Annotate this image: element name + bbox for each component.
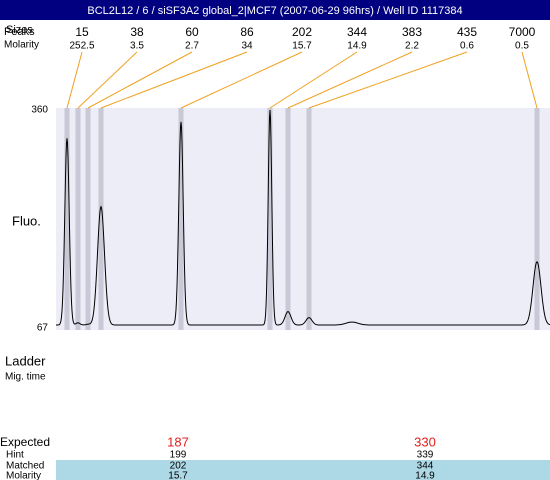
peak-band [178,108,184,330]
peak-size: 86 [240,25,254,39]
peak-size: 435 [457,25,477,39]
y-tick-label: 360 [31,105,48,116]
peak-leader [100,51,248,109]
peak-band [534,108,540,330]
peak-band [306,108,312,330]
peaks-label: Peaks [4,26,35,38]
peak-band [85,108,91,330]
ladder-label: Ladder [5,353,46,368]
matched-rows-bg [56,460,550,480]
peak-leader [180,51,303,109]
peak-size: 60 [185,25,199,39]
peak-size: 383 [402,25,422,39]
y-axis-label: Fluo. [12,213,41,228]
peak-size: 7000 [509,25,536,39]
peak-band [98,108,104,330]
table-cell: 339 [417,450,434,461]
peak-size: 15 [75,25,89,39]
peak-molarity: 2.2 [405,41,419,52]
table-cell: 187 [167,434,189,449]
peak-leader [308,51,468,109]
molarity-label: Molarity [4,40,39,51]
table-cell: 14.9 [415,471,435,480]
peak-leader [287,51,413,109]
table-cell: 202 [170,461,187,472]
table-cell: 344 [417,461,434,472]
peak-size: 38 [130,25,144,39]
peak-band [75,108,81,330]
table-cell: 15.7 [168,471,188,480]
y-tick-label: 67 [37,323,49,334]
peak-band [267,108,273,330]
peak-size: 344 [347,25,367,39]
peak-molarity: 0.6 [460,41,474,52]
peak-leader [77,51,138,109]
peak-molarity: 15.7 [292,41,312,52]
header-bar [0,0,550,20]
peak-molarity: 14.9 [347,41,367,52]
peak-molarity: 3.5 [130,41,144,52]
table-row-label: Molarity [6,471,41,480]
table-cell: 199 [170,450,187,461]
table-row-label: Expected [0,435,50,449]
peak-leader [269,51,358,109]
table-row-label: Hint [6,450,24,461]
peak-molarity: 252.5 [69,41,94,52]
peak-band [64,108,70,330]
peak-molarity: 34 [241,41,253,52]
table-row-label: Matched [6,461,44,472]
sizes-label: Sizes [6,24,33,36]
peak-leader [521,51,538,109]
plot-area [56,108,550,330]
table-cell: 330 [414,434,436,449]
peak-leader [87,51,193,109]
peak-band [285,108,291,330]
trace [56,109,550,326]
peak-leader [66,51,83,109]
peak-molarity: 0.5 [515,41,529,52]
mig-time-label: Mig. time [5,372,46,383]
peak-molarity: 2.7 [185,41,199,52]
header-title: BCL2L12 / 6 / siSF3A2 global_2|MCF7 (200… [87,5,462,17]
peak-size: 202 [292,25,312,39]
